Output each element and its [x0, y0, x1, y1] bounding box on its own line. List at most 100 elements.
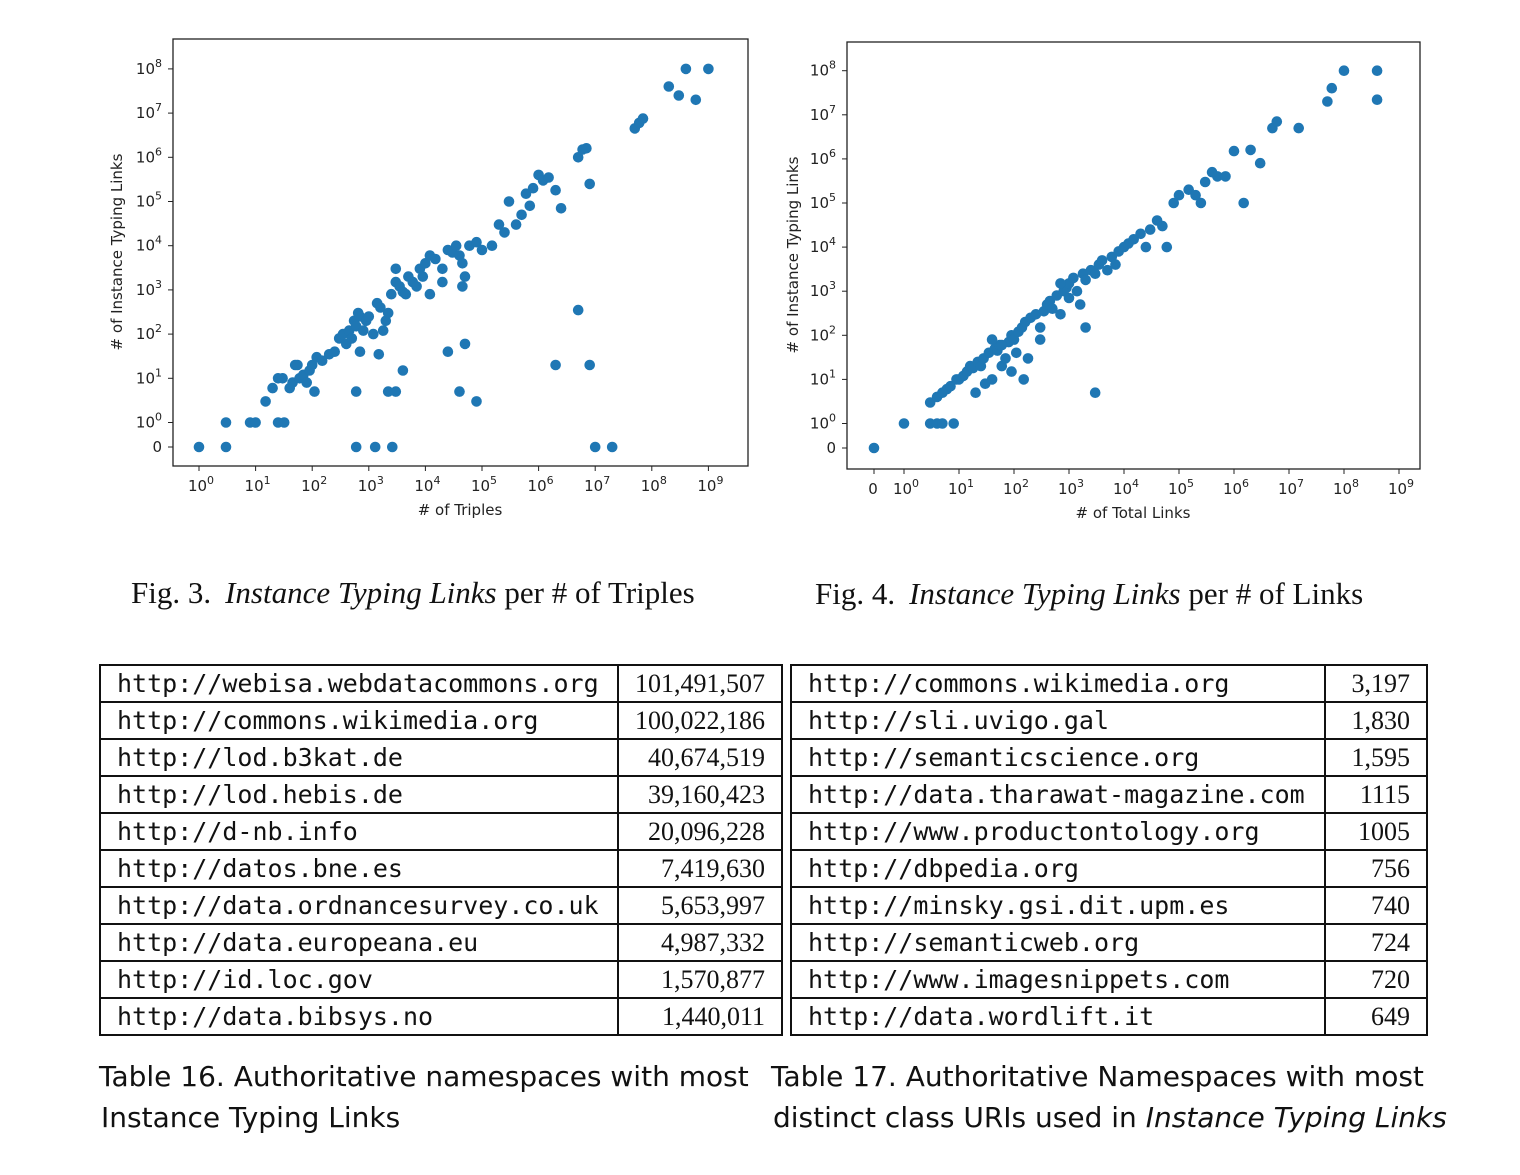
- table-17-count-cell: 756: [1324, 849, 1428, 888]
- data-point: [267, 382, 278, 394]
- table-17-namespace-cell: http://sli.uvigo.gal: [790, 701, 1326, 740]
- data-point: [1006, 366, 1017, 377]
- data-point: [948, 418, 959, 429]
- data-point: [1195, 197, 1207, 209]
- data-point: [1245, 144, 1256, 156]
- data-point: [368, 328, 379, 340]
- data-point: [1220, 171, 1231, 182]
- data-point: [437, 263, 448, 275]
- x-axis-label: # of Triples: [418, 501, 503, 519]
- table-16-count-cell: 5,653,997: [617, 886, 783, 925]
- y-tick-label: 100: [810, 412, 836, 433]
- plot-frame: [846, 41, 1421, 470]
- table-17-namespace-cell: http://data.wordlift.it: [790, 997, 1326, 1036]
- data-point: [550, 184, 561, 196]
- table-16-namespace-cell: http://id.loc.gov: [99, 960, 619, 999]
- data-point: [996, 339, 1008, 351]
- data-point: [316, 355, 328, 367]
- table-16-body: http://webisa.webdatacommons.org 101,491,…: [99, 664, 783, 1036]
- data-point: [450, 240, 462, 251]
- table-17-row: http://www.productontology.org 1005: [790, 812, 1428, 851]
- figure-3-title-rest: per # of Triples: [504, 575, 695, 610]
- table-16-namespace-cell: http://lod.hebis.de: [99, 775, 619, 814]
- table-17-count-cell: 740: [1324, 886, 1428, 925]
- data-point: [1190, 189, 1201, 201]
- data-point: [1168, 197, 1179, 209]
- data-point: [516, 209, 527, 221]
- data-point: [1173, 189, 1185, 201]
- x-tick-label: 109: [1388, 477, 1414, 498]
- x-tick-label: 102: [1003, 477, 1029, 498]
- table-17-row: http://www.imagesnippets.com 720: [790, 960, 1428, 999]
- data-point: [292, 359, 303, 371]
- figure-4-number: Fig. 4.: [815, 576, 896, 611]
- data-point: [397, 365, 409, 376]
- data-point: [382, 386, 394, 397]
- table-17-count-cell: 1,595: [1324, 738, 1428, 777]
- y-tick-label: 102: [810, 323, 836, 344]
- table-17-count-cell: 720: [1324, 960, 1428, 999]
- y-tick-label: 103: [810, 279, 836, 300]
- data-point: [1018, 374, 1029, 385]
- data-point: [1135, 228, 1146, 240]
- data-point: [346, 333, 358, 344]
- y-tick-label: 108: [810, 59, 836, 80]
- data-point: [1034, 334, 1046, 345]
- figure-4-title-italic: Instance Typing Links: [909, 576, 1181, 611]
- data-point: [459, 271, 471, 282]
- y-tick-label: 100: [136, 411, 162, 432]
- data-point: [1228, 145, 1240, 157]
- table-16-namespace-cell: http://datos.bne.es: [99, 849, 619, 888]
- data-point: [970, 387, 981, 399]
- table-17-caption-line2: distinct class URIs used in Instance Typ…: [773, 1101, 1447, 1134]
- data-point: [377, 325, 389, 336]
- data-point: [387, 441, 398, 453]
- table-17-row: http://data.wordlift.it 649: [790, 997, 1428, 1036]
- table-17-caption-line1: Table 17. Authoritative Namespaces with …: [771, 1060, 1424, 1093]
- table-16-namespace-cell: http://d-nb.info: [99, 812, 619, 851]
- table-16-count-cell: 40,674,519: [617, 738, 783, 777]
- data-point: [1089, 268, 1101, 280]
- data-point: [454, 386, 465, 397]
- table-17-caption-plain: distinct class URIs used in: [773, 1101, 1146, 1134]
- table-16-row: http://webisa.webdatacommons.org 101,491,…: [99, 664, 783, 703]
- figure-3-title-italic: Instance Typing Links: [225, 575, 497, 610]
- table-16-namespace-cell: http://data.europeana.eu: [99, 923, 619, 962]
- data-point: [898, 418, 910, 429]
- table-17-namespace-cell: http://data.tharawat-magazine.com: [790, 775, 1326, 814]
- table-16-namespace-cell: http://data.bibsys.no: [99, 997, 619, 1036]
- x-tick-label: 101: [948, 477, 974, 498]
- figure-plots: # of Triples # of Instance Typing Links 10…: [108, 38, 1421, 522]
- data-point: [1140, 241, 1152, 253]
- table-17-count-cell: 1115: [1324, 775, 1428, 814]
- y-tick-label: 101: [136, 366, 162, 387]
- data-point: [524, 200, 536, 212]
- scatter-plot-4: # of Total Links # of Instance Typing Lin…: [784, 41, 1421, 522]
- data-point: [350, 441, 362, 453]
- data-point: [1022, 353, 1034, 364]
- data-point: [306, 359, 318, 371]
- y-tick-label: 107: [810, 103, 836, 124]
- table-16-row: http://id.loc.gov 1,570,877: [99, 960, 783, 999]
- table-16-namespace-cell: http://commons.wikimedia.org: [99, 701, 619, 740]
- data-point: [390, 263, 402, 275]
- data-point: [193, 441, 205, 453]
- data-point: [382, 307, 394, 319]
- data-point: [543, 172, 554, 183]
- data-point: [386, 288, 397, 300]
- x-tick-label: 104: [1113, 477, 1139, 498]
- data-point: [673, 90, 685, 101]
- table-17-row: http://semanticscience.org 1,595: [790, 738, 1428, 777]
- data-point: [350, 386, 362, 397]
- y-tick-label: 104: [136, 234, 162, 255]
- table-17-count-cell: 3,197: [1324, 664, 1428, 703]
- data-point: [555, 203, 567, 214]
- table-17-row: http://commons.wikimedia.org 3,197: [790, 664, 1428, 703]
- scatter-plot-3: # of Triples # of Instance Typing Links: [108, 38, 749, 519]
- table-16-count-cell: 7,419,630: [617, 849, 783, 888]
- data-point: [459, 338, 471, 350]
- table-16-row: http://data.europeana.eu 4,987,332: [99, 923, 783, 962]
- data-point: [354, 346, 366, 358]
- x-tick-label: 102: [301, 474, 327, 495]
- x-tick-label: 103: [358, 474, 384, 495]
